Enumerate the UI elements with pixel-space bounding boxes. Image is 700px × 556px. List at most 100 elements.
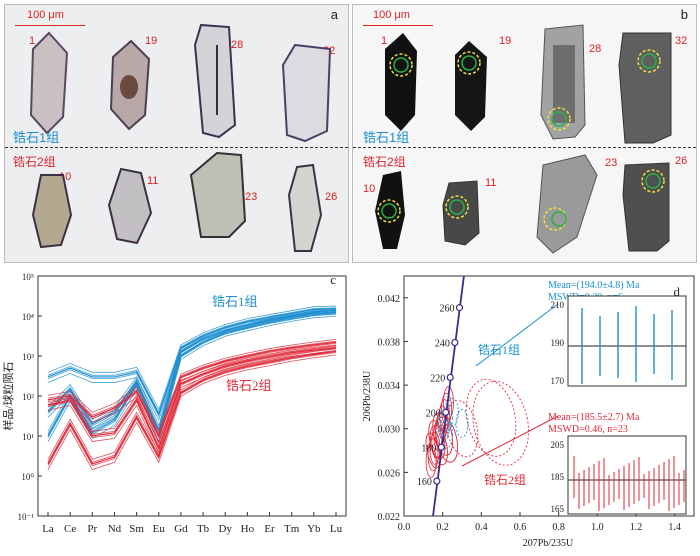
concordia-age-marker [455,304,464,312]
ree-series-line [47,309,337,433]
concordia-age-marker [446,373,454,382]
group1-mean: Mean=(194.0±4.8) Ma [548,280,640,291]
concordia-age-marker [437,443,445,451]
error-ellipse-group2 [443,386,454,419]
group1-arrow [475,303,559,367]
inset2-tick: 185 [551,472,565,482]
concordia-age-label: 240 [435,339,450,350]
zircon-grain [385,33,417,131]
x-tick-label: 0.4 [475,522,488,533]
ree-series-line [47,348,337,460]
error-ellipse-group2 [472,380,529,466]
grain-number: 28 [231,39,244,51]
x-tick-label: La [42,523,54,535]
grain-number: 28 [589,43,602,55]
ree-series-line [47,350,337,455]
zircon-grain [29,31,69,135]
y-tick-label: 10¹ [22,432,34,442]
x-tick-label: Yb [307,523,321,535]
ree-series-line [47,339,337,433]
concordia-age-marker [451,338,459,347]
group-divider [353,147,696,148]
ree-series-line [47,315,337,443]
zircon-grain [618,32,672,144]
concordia-age-marker [442,408,450,416]
group2-label: 锆石2组 [13,155,56,169]
ree-series-line [47,350,337,463]
scale-text: 100 μm [27,9,64,21]
grain-number: 32 [675,35,688,47]
error-ellipse-group1 [440,403,453,433]
y-tick-label: 0.030 [378,425,401,436]
ree-series-line [47,309,337,417]
x-tick-label: 1.0 [591,522,604,533]
ree-pattern-chart: 10⁻¹ 10⁰ 10¹ 10² 10³ 10⁴ 10⁵ La Ce Pr Nd Sm Eu Gd Tb D… [1,272,347,535]
ree-series-line [47,347,337,450]
inset1-tick: 190 [551,338,565,348]
grain-number: 19 [499,35,512,47]
y-axis-label: 样品/球粒陨石 [1,361,15,430]
x-tick-label: Dy [219,523,233,535]
group2-mswd: MSWD=0.46, n=23 [548,424,628,435]
group1-label: 锆石1组 [363,130,410,145]
panel-c: 10⁻¹ 10⁰ 10¹ 10² 10³ 10⁴ 10⁵ La Ce Pr Nd Sm Eu Gd Tb D… [0,266,352,551]
group2-label: 锆石2组 [226,378,272,393]
ree-series-line [47,313,337,439]
concordia-age-label: 260 [439,304,454,315]
x-tick-label: 0.6 [514,522,527,533]
zircon-grain [281,43,332,143]
inset2-tick: 205 [551,440,565,450]
x-tick-label: 0.2 [436,522,449,533]
y-tick-label: 10³ [22,352,34,362]
y-tick-label: 10⁴ [22,312,34,322]
ree-series-line [47,307,337,427]
x-tick-label: Tb [197,523,210,535]
grain-number: 11 [147,175,159,187]
y-tick-label: 10⁵ [22,272,34,282]
group2-label: 锆石2组 [363,155,406,169]
ree-series-line [47,346,337,448]
zircon-grain [622,162,670,252]
ree-series-line [47,354,337,470]
scale-bar [363,25,433,26]
ree-series-line [47,312,337,421]
x-tick-label: Pr [87,523,97,535]
concordia-age-marker [433,477,441,485]
x-tick-label: Lu [330,523,343,535]
x-tick-label: 0.0 [398,522,411,533]
plot-frame [403,275,695,517]
scale-bar [15,25,85,26]
error-ellipse-group2 [425,445,437,478]
x-tick-label: 1.4 [668,522,681,533]
concordia-age-label: 200 [426,408,441,419]
grain-number: 23 [245,191,258,203]
grain-number: 23 [605,157,618,169]
ree-series-line [47,350,337,465]
y-tick-label: 0.034 [378,381,401,392]
zircon-grain [375,171,405,249]
grain-number: 26 [675,155,688,167]
cl-images-b [375,24,672,254]
ree-series-line [47,345,337,443]
x-tick-label: Eu [153,523,166,535]
panel-c-label: c [330,272,336,287]
panel-a: a 100 μm 1 19 28 32 10 11 23 26 锆石1组 锆石2… [4,4,349,263]
ree-series-line [47,310,337,432]
x-tick-label: Nd [108,523,122,535]
y-tick-label: 0.026 [378,468,401,479]
y-tick-label: 10² [22,392,34,402]
ree-series-line [47,340,337,436]
group2-mean: Mean=(185.5±2.7) Ma [548,412,640,423]
panel-b-label: b [680,7,688,22]
x-tick-label: Sm [129,523,144,535]
grain-number: 10 [363,183,376,195]
inset-group2-frame [567,435,687,515]
concordia-age-label: 180 [421,443,436,454]
group1-label: 锆石1组 [212,294,258,309]
grain-number: 19 [145,35,158,47]
concordia-curve [432,275,465,517]
y-axis-label: 206Pb/238U [362,370,373,421]
grain-number: 1 [29,35,36,47]
ree-series-line [47,305,337,411]
inset2-tick: 165 [551,504,565,514]
